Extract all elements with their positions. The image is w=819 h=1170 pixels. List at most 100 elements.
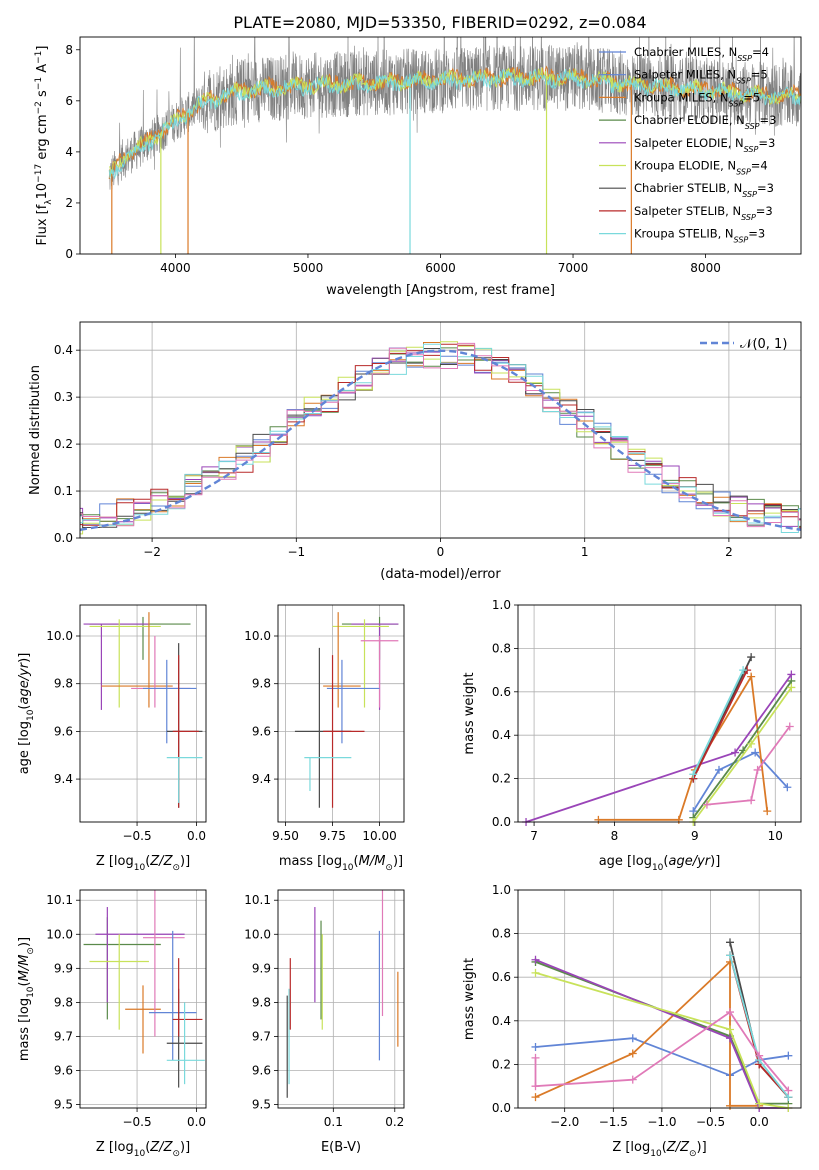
- weight-marker: [531, 955, 540, 964]
- weight-series-line: [706, 725, 791, 806]
- axes-frame: [517, 604, 802, 823]
- y-tick-label: 9.7: [252, 1029, 271, 1043]
- x-tick-label: 0.0: [750, 1115, 769, 1129]
- label-part: )]: [17, 937, 32, 947]
- legend-entry: Chabrier ELODIE, NSSP=3: [634, 113, 776, 131]
- label-part: ⊙: [385, 863, 393, 873]
- legend-tail: =3: [757, 181, 774, 195]
- weight-marker: [747, 672, 756, 681]
- residual-histogram: [80, 343, 801, 533]
- weight-marker: [785, 722, 794, 731]
- spectrum-model-line: [108, 65, 801, 180]
- weight-series-line: [692, 751, 788, 812]
- label-part: E(B-V): [321, 1140, 361, 1155]
- label-part: (: [17, 705, 32, 710]
- legend-entry: Salpeter ELODIE, NSSP=3: [634, 136, 775, 154]
- y-axis-label: mass weight: [462, 958, 477, 1040]
- legend-entry: Kroupa MILES, NSSP=5: [634, 90, 760, 108]
- y-tick-label: 0.6: [492, 970, 511, 984]
- label-part: )]: [710, 854, 720, 869]
- weight-marker: [747, 796, 756, 805]
- label-part: (: [145, 854, 150, 869]
- weight-marker: [726, 1025, 735, 1034]
- label-part: A: [35, 64, 50, 77]
- axes-frame: [79, 604, 207, 823]
- y-tick-label: 0.3: [54, 390, 73, 404]
- legend-label: Salpeter STELIB, N: [634, 204, 741, 218]
- y-tick-label: 0.2: [54, 437, 73, 451]
- label-part: 10: [134, 1149, 146, 1159]
- y-tick-label: 10.0: [244, 629, 271, 643]
- y-tick-label: 9.5: [54, 1098, 73, 1112]
- label-part: erg cm: [35, 114, 50, 163]
- label-part: s: [35, 90, 50, 101]
- label-part: ⊙: [172, 863, 180, 873]
- weight-marker: [531, 1093, 540, 1102]
- legend-subscript: SSP: [737, 54, 752, 63]
- x-axis-label: mass [log10(M/M⊙)]: [279, 854, 403, 873]
- weight-marker: [726, 951, 735, 960]
- y-tick-label: 0.8: [492, 641, 511, 655]
- label-part: Z/Z: [149, 854, 173, 869]
- weight-marker: [531, 1082, 540, 1091]
- weight-marker: [731, 748, 740, 757]
- legend-subscript: SSP: [734, 235, 749, 244]
- label-part: 10: [26, 986, 36, 998]
- x-axis-label: age [log10(age/yr)]: [599, 854, 721, 873]
- legend-label: Salpeter MILES, N: [634, 68, 736, 82]
- weight-marker: [628, 1075, 637, 1084]
- y-tick-label: 9.8: [54, 677, 73, 691]
- y-tick-label: 10.1: [244, 893, 271, 907]
- figure-title: PLATE=2080, MJD=53350, FIBERID=0292, z=0…: [233, 13, 646, 32]
- label-part: mass [log: [279, 854, 342, 869]
- axes-frame: [517, 889, 802, 1109]
- legend-label: Chabrier STELIB, N: [634, 181, 742, 195]
- legend-tail: =4: [752, 45, 769, 59]
- y-tick-label: 0.1: [54, 484, 73, 498]
- legend-tail: =4: [751, 159, 768, 173]
- label-part: age [log: [17, 721, 32, 774]
- panel-spectrum: 4000 5000 6000 7000 8000 0 2 4 6 8 Chabrier MILES,…: [34, 36, 802, 298]
- x-tick-label: 6000: [425, 261, 456, 275]
- weight-marker: [787, 683, 796, 692]
- x-tick-label: 0.1: [324, 1115, 343, 1129]
- label-part: λ: [44, 199, 54, 205]
- y-tick-label: 9.9: [54, 961, 73, 975]
- x-tick-label: 7000: [558, 261, 589, 275]
- weight-series-line: [692, 669, 744, 775]
- legend-subscript: SSP: [745, 122, 760, 131]
- x-axis-label: wavelength [Angstrom, rest frame]: [326, 283, 555, 298]
- legend-entry: Kroupa ELODIE, NSSP=4: [634, 159, 768, 177]
- weight-marker: [702, 800, 711, 809]
- legend-tail: =3: [760, 113, 777, 127]
- y-tick-label: 1.0: [492, 883, 511, 897]
- weight-series-line: [534, 1010, 790, 1092]
- y-axis-label: mass weight: [462, 672, 477, 754]
- weight-marker: [726, 1008, 735, 1017]
- label-part: )]: [180, 854, 190, 869]
- y-tick-label: 9.4: [252, 772, 271, 786]
- y-tick-label: 0.4: [492, 728, 511, 742]
- y-tick-label: 9.4: [54, 772, 73, 786]
- normal-curve: [79, 349, 802, 531]
- x-tick-label: 9.50: [272, 829, 299, 843]
- y-axis-label: Flux [fλ10−17 erg cm−2 s−1 A−1]: [34, 46, 54, 246]
- x-tick-label: 8000: [690, 261, 721, 275]
- label-part: M/M: [359, 854, 386, 869]
- y-tick-label: 0.0: [492, 1101, 511, 1115]
- label-part: )]: [180, 1140, 190, 1155]
- label-part: (: [17, 981, 32, 986]
- axes-frame: [79, 321, 802, 539]
- weight-marker: [787, 670, 796, 679]
- label-part: −1: [34, 77, 44, 90]
- x-tick-label: −1.5: [599, 1115, 628, 1129]
- y-tick-label: 0.8: [492, 927, 511, 941]
- label-part: −17: [34, 164, 44, 183]
- label-part: (: [354, 854, 359, 869]
- label-part: age/yr: [668, 854, 711, 869]
- legend-label: Chabrier MILES, N: [634, 45, 737, 59]
- label-part: age [log: [599, 854, 652, 869]
- label-part: age/yr: [17, 661, 32, 704]
- y-tick-label: 9.6: [252, 1064, 271, 1078]
